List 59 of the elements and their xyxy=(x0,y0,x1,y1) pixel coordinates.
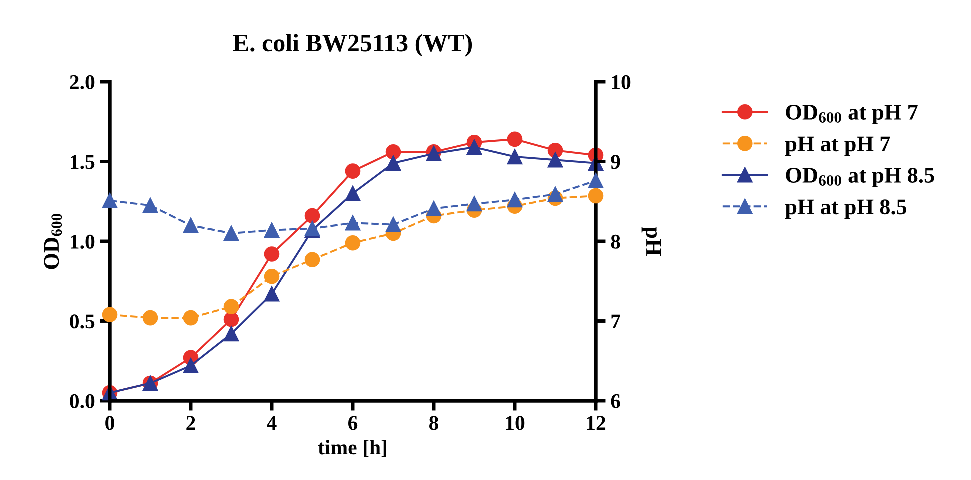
y2-tick-label: 9 xyxy=(611,155,620,170)
y2-tick-label: 10 xyxy=(612,75,631,90)
x-tick-label: 12 xyxy=(587,416,606,430)
y-tick-label: 2.0 xyxy=(70,75,95,90)
point xyxy=(264,222,280,238)
x-tick-label: 8 xyxy=(429,416,439,430)
y2-tick-label: 6 xyxy=(611,394,620,408)
point xyxy=(264,286,280,302)
point xyxy=(264,268,280,284)
x-tick-label: 6 xyxy=(348,416,358,430)
point xyxy=(345,164,361,179)
y2-axis-title: pH xyxy=(642,226,662,256)
point xyxy=(224,299,240,315)
point xyxy=(548,186,564,202)
y-tick-label: 0.5 xyxy=(70,314,95,329)
point xyxy=(426,201,442,216)
x-axis-title: time [h] xyxy=(318,440,386,458)
legend-label: pH at pH 7 xyxy=(785,136,890,156)
y-axis-title: OD$_{600}$ xyxy=(44,214,62,270)
point xyxy=(304,208,320,224)
point xyxy=(588,188,604,204)
legend-label: OD$_{600}$ at pH 8.5 xyxy=(786,168,934,188)
point xyxy=(548,152,564,168)
point xyxy=(304,252,320,268)
point xyxy=(345,235,361,251)
point xyxy=(264,246,280,262)
point xyxy=(183,310,199,326)
point xyxy=(224,326,240,342)
point xyxy=(507,132,523,148)
point xyxy=(345,216,361,231)
point xyxy=(102,307,118,323)
point xyxy=(224,226,240,242)
point xyxy=(183,358,199,374)
point xyxy=(142,310,158,326)
x-tick-label: 2 xyxy=(186,416,196,430)
y2-tick-label: 7 xyxy=(612,314,620,328)
y-tick-label: 1.0 xyxy=(71,234,95,250)
y-tick-label: 0.0 xyxy=(70,394,95,409)
point xyxy=(142,198,158,214)
legend-label: pH at pH 8.5 xyxy=(785,200,907,220)
x-tick-label: 10 xyxy=(506,416,525,430)
y-tick-label: 1.5 xyxy=(71,155,95,170)
point xyxy=(386,217,402,232)
legend-label: OD$_{600}$ at pH 7 xyxy=(786,105,918,124)
y2-tick-label: 8 xyxy=(611,234,620,249)
point xyxy=(224,312,240,328)
point xyxy=(507,149,523,165)
point xyxy=(386,144,402,160)
x-tick-label: 4 xyxy=(267,416,277,430)
x-tick-label: 0 xyxy=(106,416,114,430)
point xyxy=(507,192,523,208)
point xyxy=(183,218,199,234)
point xyxy=(588,173,604,189)
point xyxy=(102,193,118,208)
point xyxy=(466,196,482,212)
point xyxy=(466,140,482,156)
point xyxy=(345,186,361,202)
point xyxy=(386,156,402,171)
chart-title: E. coli BW25113 (WT) xyxy=(233,34,472,57)
